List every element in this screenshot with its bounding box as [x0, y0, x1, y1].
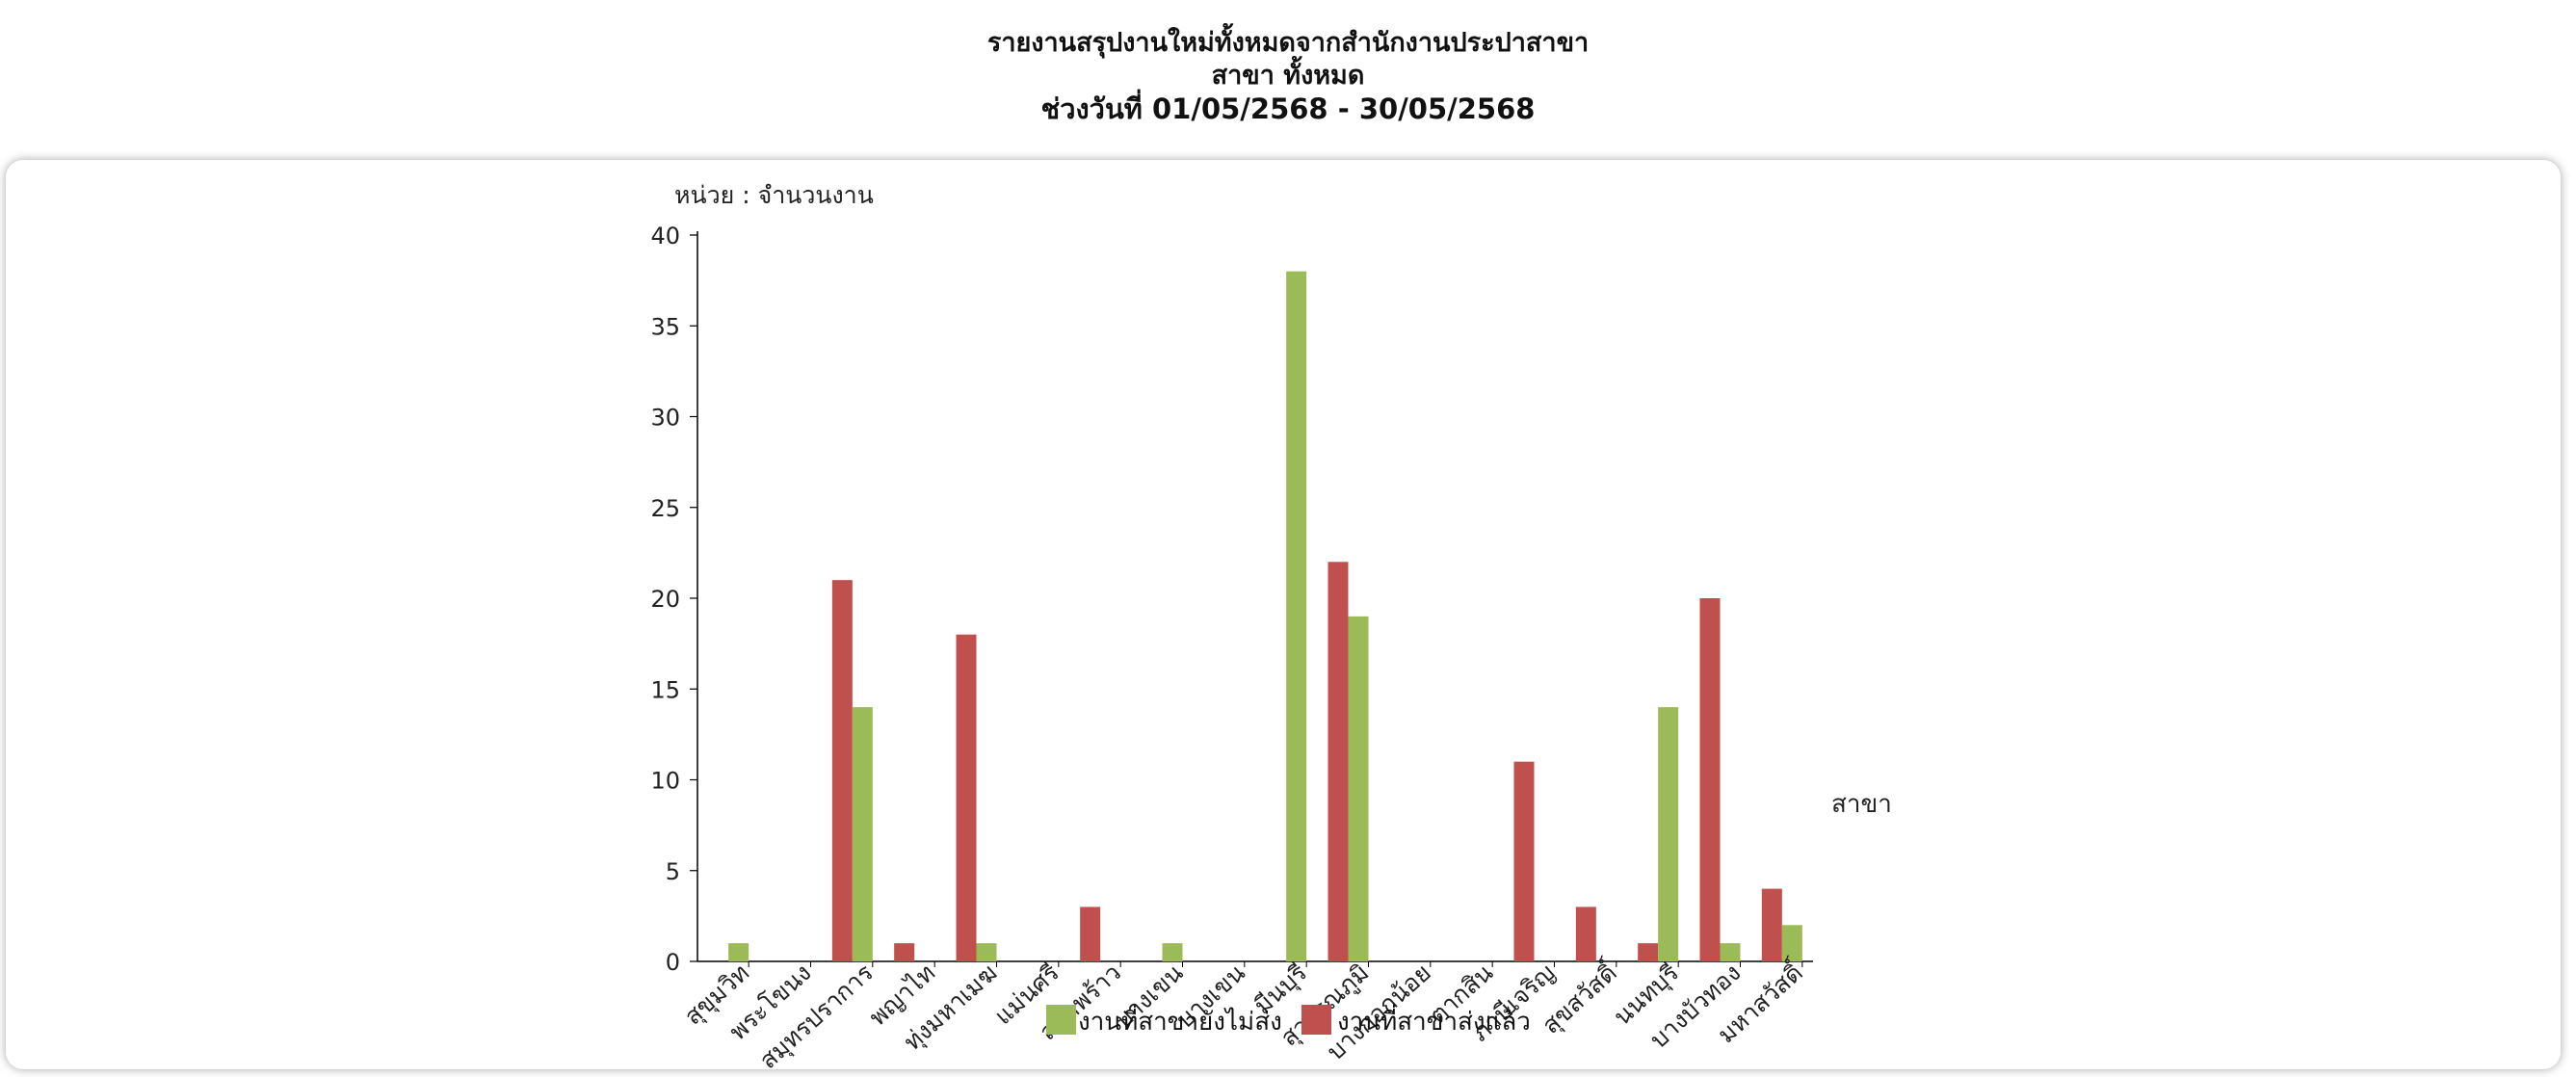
y-tick-label: 0: [666, 949, 680, 976]
y-tick-label: 40: [650, 223, 680, 250]
bar-red-16: [1699, 598, 1721, 961]
bar-green-0: [728, 943, 749, 961]
legend-swatch-green: [1046, 1005, 1076, 1035]
legend-swatch-red: [1301, 1005, 1331, 1035]
bar-red-13: [1513, 761, 1535, 961]
y-tick-label: 30: [650, 405, 680, 432]
bar-red-17: [1761, 888, 1782, 961]
bar-red-2: [831, 580, 853, 961]
report-header: รายงานสรุปงานใหม่ทั้งหมดจากสำนักงานประปา…: [0, 27, 2576, 125]
x-axis-title: สาขา: [1831, 790, 1892, 819]
bar-green-10: [1348, 616, 1369, 961]
y-tick-label: 5: [666, 858, 680, 885]
legend-label-green: งานที่สาขายังไม่ส่ง: [1078, 1004, 1282, 1037]
y-unit-label: หน่วย : จำนวนงาน: [674, 181, 874, 209]
chart-panel: 0 5 10 15 20 25 30 35 40 หน่วย : จำนวนงาน สาขา สุขุ…: [6, 160, 2561, 1069]
bar-red-6: [1080, 906, 1101, 961]
bar-red-10: [1327, 562, 1349, 961]
bar-red-15: [1638, 943, 1659, 961]
report-title: รายงานสรุปงานใหม่ทั้งหมดจากสำนักงานประปา…: [986, 28, 1590, 58]
bar-green-4: [976, 943, 997, 961]
y-tick-label: 15: [650, 676, 680, 703]
bar-green-17: [1781, 925, 1802, 961]
bar-red-4: [956, 634, 977, 961]
bar-green-15: [1658, 707, 1679, 961]
bar-red-14: [1575, 906, 1596, 961]
y-tick-label: 20: [650, 586, 680, 613]
bar-green-9: [1286, 271, 1307, 961]
y-tick-label: 25: [650, 495, 680, 522]
bar-green-7: [1162, 943, 1183, 961]
branch-line: สาขา ทั้งหมด: [1211, 61, 1365, 91]
legend-label-red: งานที่สาขาส่งแล้ว: [1337, 1004, 1531, 1037]
bar-red-3: [894, 943, 915, 961]
y-tick-label: 35: [650, 313, 680, 340]
bar-green-2: [852, 707, 873, 961]
y-tick-label: 10: [650, 768, 680, 795]
bar-green-16: [1720, 943, 1741, 961]
date-range-line: ช่วงวันที่ 01/05/2568 - 30/05/2568: [1040, 92, 1536, 125]
